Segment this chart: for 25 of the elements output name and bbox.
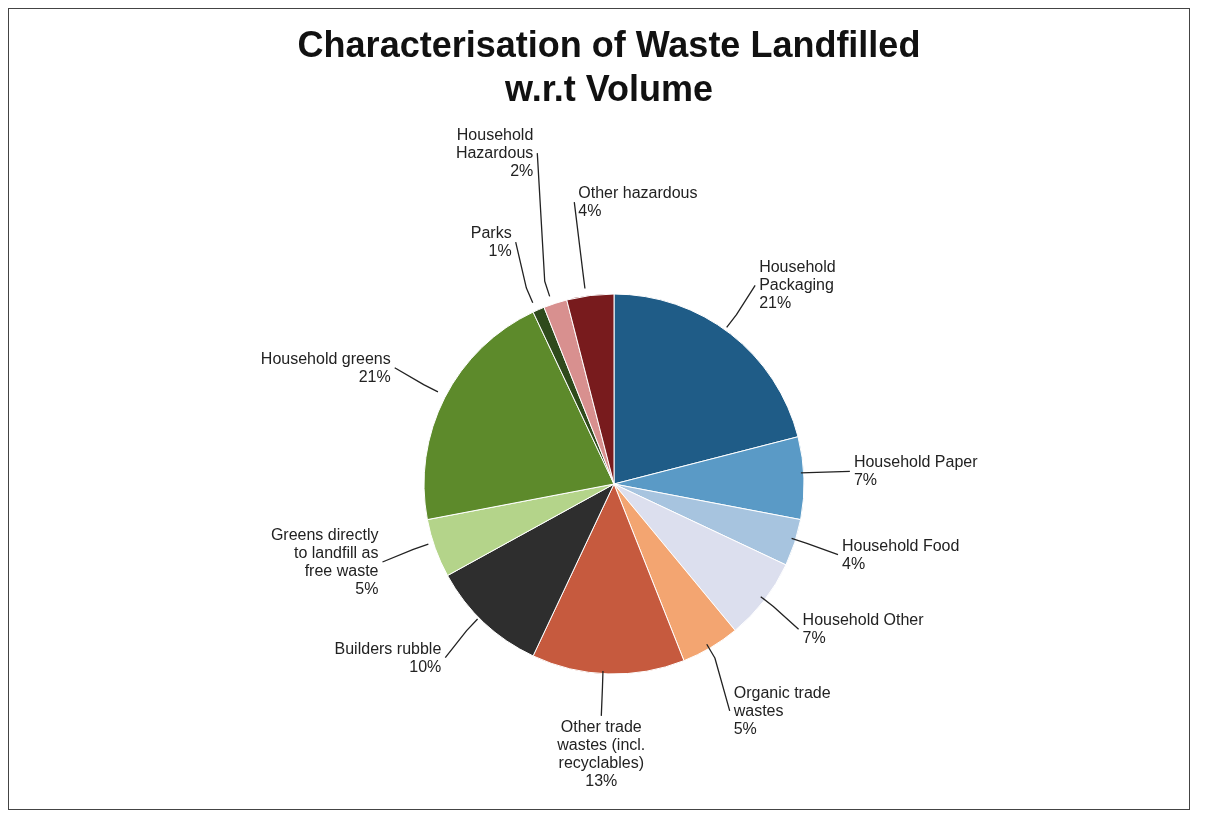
slice-label: Household Hazardous (455, 126, 534, 162)
slice-label: Household Packaging (759, 258, 836, 294)
slice-label: Greens directly to landfill as free waste (270, 525, 379, 579)
slice-label: Household Other (802, 611, 925, 629)
data-label: 7% (802, 629, 826, 647)
slice-label: Organic trade wastes (732, 683, 831, 719)
slice-label: Household greens (260, 349, 391, 367)
slice-label: Household Food (842, 536, 960, 554)
data-label: 7% (853, 471, 877, 489)
chart-title: Characterisation of Waste Landfilled w.r.t Volume (297, 24, 921, 109)
data-label: 1% (488, 242, 512, 260)
data-label: 21% (358, 367, 391, 385)
slice-label: Builders rubble (334, 639, 442, 657)
slice-label: Parks (470, 224, 512, 242)
data-label: 21% (759, 294, 792, 312)
data-label: 4% (578, 202, 602, 220)
data-label: 2% (510, 162, 534, 180)
data-label: 4% (842, 554, 866, 572)
data-label: 13% (585, 771, 618, 789)
slice-label: Household Paper (853, 453, 979, 471)
data-label: 5% (355, 579, 379, 597)
data-label: 10% (409, 657, 442, 675)
data-label: 5% (733, 719, 757, 737)
slice-label: Other hazardous (578, 184, 698, 202)
slice-label: Other trade wastes (incl. recyclables) (556, 717, 646, 771)
